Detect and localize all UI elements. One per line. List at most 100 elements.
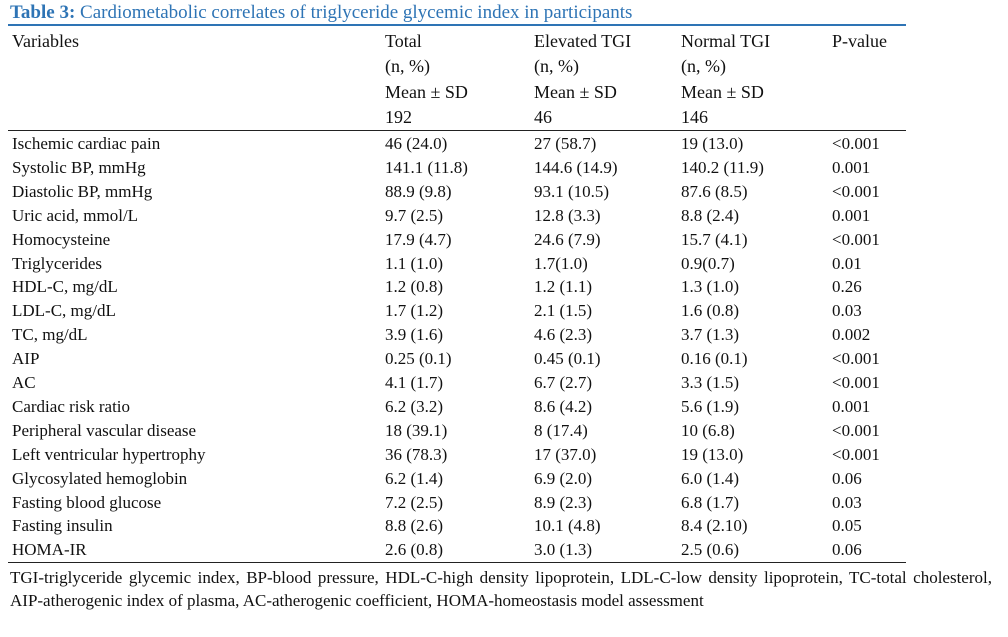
table-caption-label: Table 3: <box>10 2 76 23</box>
cell-normal-tgi: 3.3 (1.5) <box>681 373 740 392</box>
table-row: Systolic BP, mmHg 141.1 (11.8) 144.6 (14.9… <box>0 156 1008 180</box>
cell-total: 6.2 (1.4) <box>385 468 444 488</box>
cell-p-value: 0.01 <box>832 253 862 273</box>
cell-normal-tgi: 5.6 (1.9) <box>681 396 740 416</box>
cell-elevated-tgi: 4.6 (2.3) <box>534 325 593 345</box>
cell-normal-tgi: 87.6 (8.5) <box>681 181 748 201</box>
cell-normal-tgi: 10 (6.8) <box>681 420 735 440</box>
table-row: Ischemic cardiac pain 46 (24.0) 27 (58.7) 1… <box>0 132 1008 156</box>
table-row: Glycosylated hemoglobin 6.2 (1.4) 6.9 (2.0… <box>0 467 1008 491</box>
cell-total: 7.2 (2.5) <box>385 492 444 512</box>
cell-p-value: <0.001 <box>832 229 880 249</box>
table-row: Uric acid, mmol/L 9.7 (2.5) 12.8 (3.3) 8.8 … <box>0 204 1008 228</box>
cell-normal-tgi: 1.3 (1.0) <box>681 277 740 297</box>
cell-total: 18 (39.1) <box>385 420 448 440</box>
cell-elevated-tgi: 0.45 (0.1) <box>534 349 601 369</box>
cell-elevated-tgi: 2.1 (1.5) <box>534 301 593 321</box>
table-caption-title: Cardiometabolic correlates of triglyceri… <box>80 2 633 23</box>
cell-total: 36 (78.3) <box>385 444 448 464</box>
cell-normal-tgi: 3.7 (1.3) <box>681 325 740 345</box>
caption-underline <box>8 24 906 26</box>
cell-total: 46 (24.0) <box>385 134 448 153</box>
cell-elevated-tgi: 6.7 (2.7) <box>534 373 593 392</box>
cell-total: 9.7 (2.5) <box>385 205 444 225</box>
cell-variable: HDL-C, mg/dL <box>12 277 118 297</box>
cell-normal-tgi: 19 (13.0) <box>681 444 744 464</box>
cell-normal-tgi: 140.2 (11.9) <box>681 157 764 177</box>
cell-variable: AC <box>12 373 36 392</box>
cell-total: 17.9 (4.7) <box>385 229 452 249</box>
header-elevated-line: Elevated TGI <box>534 31 632 51</box>
cell-p-value: <0.001 <box>832 134 880 153</box>
cell-elevated-tgi: 27 (58.7) <box>534 134 597 153</box>
header-normal-tgi: Normal TGI (n, %) Mean ± SD 146 <box>681 29 770 130</box>
cell-elevated-tgi: 17 (37.0) <box>534 444 597 464</box>
cell-variable: LDL-C, mg/dL <box>12 301 116 321</box>
cell-total: 4.1 (1.7) <box>385 373 444 392</box>
cell-elevated-tgi: 12.8 (3.3) <box>534 205 601 225</box>
cell-variable: Peripheral vascular disease <box>12 420 197 440</box>
table-row: AIP 0.25 (0.1) 0.45 (0.1) 0.16 (0.1) <0.001 <box>0 347 1008 371</box>
cell-elevated-tgi: 24.6 (7.9) <box>534 229 601 249</box>
table-row: HOMA-IR 2.6 (0.8) 3.0 (1.3) 2.5 (0.6) 0.06 <box>0 538 1008 562</box>
table-row: Cardiac risk ratio 6.2 (3.2) 8.6 (4.2) 5.6 … <box>0 395 1008 419</box>
header-total-line: Mean ± SD <box>385 81 468 102</box>
cell-variable: Left ventricular hypertrophy <box>12 444 206 464</box>
cell-elevated-tgi: 144.6 (14.9) <box>534 157 618 177</box>
header-variables-label: Variables <box>12 31 79 51</box>
cell-total: 1.7 (1.2) <box>385 301 444 321</box>
cell-p-value: 0.06 <box>832 540 862 560</box>
header-total-line: (n, %) <box>385 56 430 77</box>
header-variables: Variables <box>12 29 79 54</box>
header-normal-count: 146 <box>681 106 708 127</box>
cell-p-value: <0.001 <box>832 349 880 369</box>
cell-variable: Fasting insulin <box>12 516 113 536</box>
cell-total: 2.6 (0.8) <box>385 540 444 560</box>
cell-total: 0.25 (0.1) <box>385 349 452 369</box>
cell-normal-tgi: 19 (13.0) <box>681 134 744 153</box>
cell-total: 6.2 (3.2) <box>385 396 444 416</box>
cell-elevated-tgi: 10.1 (4.8) <box>534 516 601 536</box>
cell-variable: Ischemic cardiac pain <box>12 134 161 153</box>
table-row: Peripheral vascular disease 18 (39.1) 8 (1… <box>0 419 1008 443</box>
cell-p-value: <0.001 <box>832 420 880 440</box>
table-row: Left ventricular hypertrophy 36 (78.3) 17 … <box>0 443 1008 467</box>
header-p-value: P-value <box>832 29 887 54</box>
cell-total: 1.2 (0.8) <box>385 277 444 297</box>
cell-p-value: 0.03 <box>832 301 862 321</box>
cell-normal-tgi: 2.5 (0.6) <box>681 540 740 560</box>
cell-variable: Glycosylated hemoglobin <box>12 468 188 488</box>
table-row: Triglycerides 1.1 (1.0) 1.7(1.0) 0.9(0.7) 0.… <box>0 252 1008 276</box>
header-total: Total (n, %) Mean ± SD 192 <box>385 29 468 130</box>
table-row: HDL-C, mg/dL 1.2 (0.8) 1.2 (1.1) 1.3 (1.0) 0… <box>0 275 1008 299</box>
cell-total: 141.1 (11.8) <box>385 157 468 177</box>
table-bottom-rule <box>8 562 906 563</box>
cell-p-value: 0.002 <box>832 325 871 345</box>
table-caption: Table 3: Cardiometabolic correlates of t… <box>10 2 905 24</box>
table-row: TC, mg/dL 3.9 (1.6) 4.6 (2.3) 3.7 (1.3) 0.00… <box>0 323 1008 347</box>
header-elevated-count: 46 <box>534 106 552 127</box>
cell-total: 88.9 (9.8) <box>385 181 452 201</box>
cell-elevated-tgi: 1.7(1.0) <box>534 253 588 273</box>
cell-p-value: <0.001 <box>832 181 880 201</box>
cell-variable: Triglycerides <box>12 253 103 273</box>
table-row: Diastolic BP, mmHg 88.9 (9.8) 93.1 (10.5) 8… <box>0 180 1008 204</box>
cell-p-value: 0.001 <box>832 157 871 177</box>
cell-total: 8.8 (2.6) <box>385 516 444 536</box>
table-row: AC 4.1 (1.7) 6.7 (2.7) 3.3 (1.5) <0.001 <box>0 371 1008 395</box>
cell-normal-tgi: 1.6 (0.8) <box>681 301 740 321</box>
cell-variable: Diastolic BP, mmHg <box>12 181 153 201</box>
cell-p-value: <0.001 <box>832 373 880 392</box>
cell-variable: AIP <box>12 349 40 369</box>
table-footnote: TGI-triglyceride glycemic index, BP-bloo… <box>10 568 992 610</box>
table-row: LDL-C, mg/dL 1.7 (1.2) 2.1 (1.5) 1.6 (0.8) 0… <box>0 299 1008 323</box>
cell-elevated-tgi: 8 (17.4) <box>534 420 588 440</box>
cell-p-value: 0.26 <box>832 277 862 297</box>
cell-normal-tgi: 0.16 (0.1) <box>681 349 748 369</box>
cell-elevated-tgi: 1.2 (1.1) <box>534 277 593 297</box>
cell-normal-tgi: 6.8 (1.7) <box>681 492 740 512</box>
cell-variable: Cardiac risk ratio <box>12 396 131 416</box>
cell-p-value: 0.001 <box>832 396 871 416</box>
cell-elevated-tgi: 6.9 (2.0) <box>534 468 593 488</box>
cell-variable: Fasting blood glucose <box>12 492 162 512</box>
